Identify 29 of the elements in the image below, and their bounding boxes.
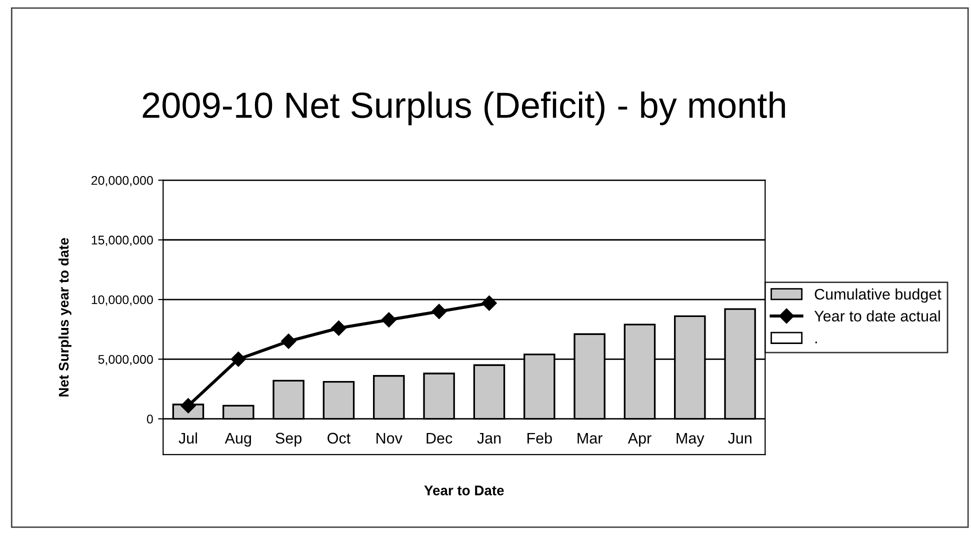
x-tick-label: Aug xyxy=(224,432,251,447)
x-axis-title: Year to Date xyxy=(424,486,504,496)
y-tick-label: 0 xyxy=(146,414,153,424)
x-tick-label: Apr xyxy=(628,432,652,447)
x-tick-label: Sep xyxy=(276,432,302,447)
point xyxy=(230,352,246,367)
point xyxy=(381,312,396,328)
x-tick-label: Jun xyxy=(728,432,752,444)
legend-label: Cumulative budget xyxy=(814,288,942,303)
chart-title: 2009-10 Net Surplus (Deficit) - by month xyxy=(142,92,785,126)
y-tick-label: 20,000,000 xyxy=(91,176,153,186)
legend-label: . xyxy=(815,342,817,344)
x-tick-label: May xyxy=(676,432,704,447)
legend-label: Year to date actual xyxy=(814,310,940,322)
point xyxy=(431,304,447,320)
point xyxy=(280,334,296,349)
x-tick-label: Dec xyxy=(426,432,452,444)
x-tick-label: Mar xyxy=(578,432,602,444)
x-tick-label: Feb xyxy=(527,432,552,444)
y-tick-label: 15,000,000 xyxy=(92,236,153,246)
x-tick-label: Jan xyxy=(477,432,501,444)
y-axis-title: Net Surplus year to date xyxy=(58,238,72,396)
point xyxy=(482,296,497,311)
y-tick-label: 5,000,000 xyxy=(98,354,153,366)
y-tick-label: 10,000,000 xyxy=(92,295,153,306)
point xyxy=(331,320,346,336)
x-tick-label: Jul xyxy=(178,432,197,444)
x-tick-label: Oct xyxy=(328,432,350,444)
x-tick-label: Nov xyxy=(376,432,402,444)
